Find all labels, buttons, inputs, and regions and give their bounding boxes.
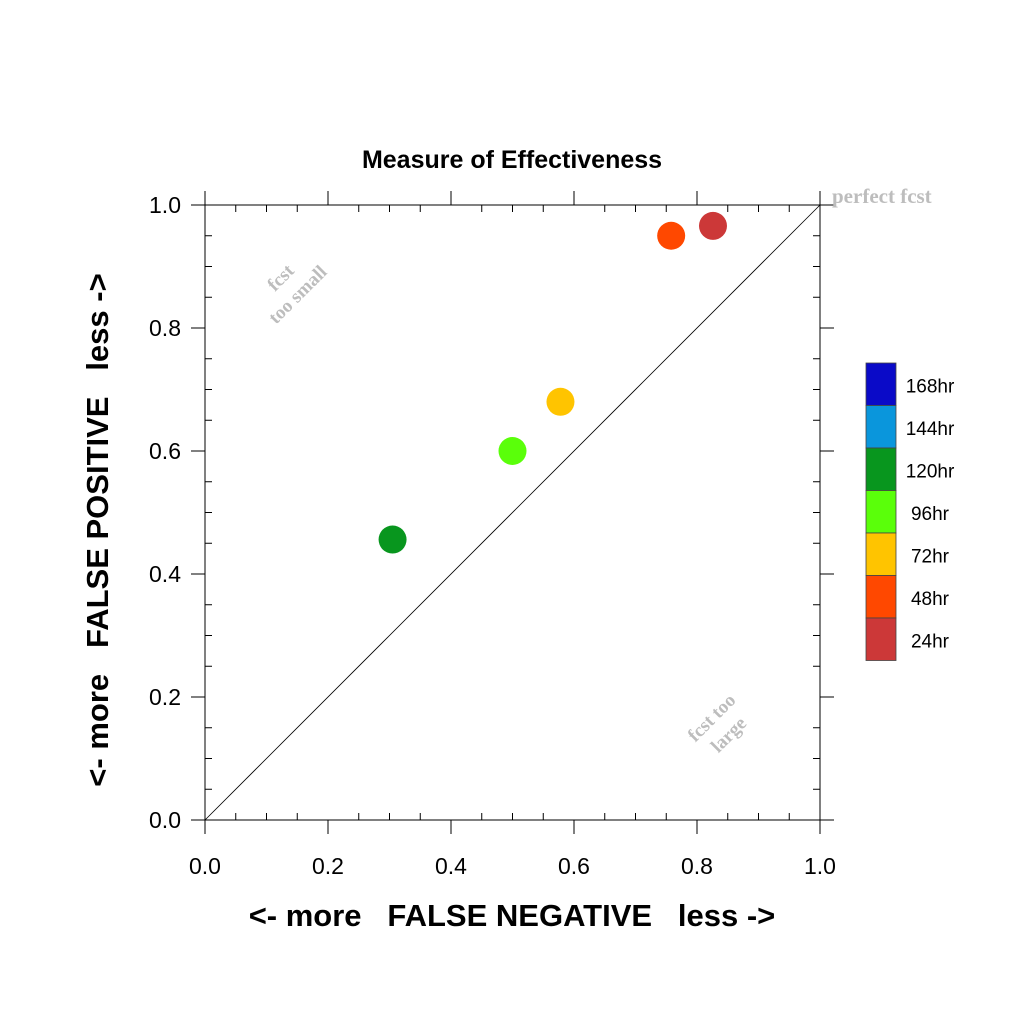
y-axis-label: <- more FALSE POSITIVE less -> (80, 273, 115, 786)
legend-swatch-168hr (865, 362, 897, 406)
point-72hr (546, 387, 575, 416)
x-tick-label: 0.2 (312, 853, 344, 879)
legend-swatch-48hr (865, 575, 897, 619)
x-axis-ticks: 0.0 0.2 0.4 0.6 0.8 1.0 (189, 191, 836, 879)
legend-label-48hr: 48hr (911, 589, 950, 610)
diagonal-line (204, 204, 821, 821)
legend-swatch-120hr (865, 447, 897, 491)
minor-ticks (205, 205, 820, 820)
y-tick-label: 0.2 (149, 684, 181, 710)
legend-swatch-24hr (865, 617, 897, 661)
x-tick-label: 0.4 (435, 853, 467, 879)
y-tick-label: 0.0 (149, 807, 181, 833)
legend-label-168hr: 168hr (906, 376, 955, 397)
point-96hr (498, 437, 527, 465)
x-tick-label: 0.0 (189, 853, 221, 879)
y-tick-label: 0.4 (149, 561, 181, 587)
annotation-fcst-too-small: fcst too small (264, 260, 332, 328)
x-axis-label: <- more FALSE NEGATIVE less -> (249, 898, 776, 933)
y-tick-label: 1.0 (149, 192, 181, 218)
legend-swatch-96hr (865, 490, 897, 534)
legend-swatch-72hr (865, 532, 897, 576)
point-48hr (657, 221, 686, 250)
point-24hr (698, 211, 727, 240)
legend-label-24hr: 24hr (911, 631, 950, 652)
x-tick-label: 0.6 (558, 853, 590, 879)
point-120hr (378, 525, 407, 554)
legend-swatch-144hr (865, 405, 897, 449)
data-points (378, 211, 727, 554)
x-tick-label: 1.0 (804, 853, 836, 879)
legend: 168hr 144hr 120hr 96hr 72hr 48hr 24hr (865, 362, 955, 661)
y-axis-ticks: 0.0 0.2 0.4 0.6 0.8 1.0 (149, 192, 834, 833)
chart-title: Measure of Effectiveness (362, 146, 662, 174)
annotation-perfect-fcst: perfect fcst (832, 184, 932, 208)
y-tick-label: 0.6 (149, 438, 181, 464)
y-tick-label: 0.8 (149, 315, 181, 341)
legend-label-120hr: 120hr (906, 461, 955, 482)
annotation-fcst-too-large: fcst too large (684, 690, 751, 757)
legend-label-72hr: 72hr (911, 546, 950, 567)
legend-label-96hr: 96hr (911, 504, 950, 525)
x-tick-label: 0.8 (681, 853, 713, 879)
legend-label-144hr: 144hr (906, 419, 955, 440)
